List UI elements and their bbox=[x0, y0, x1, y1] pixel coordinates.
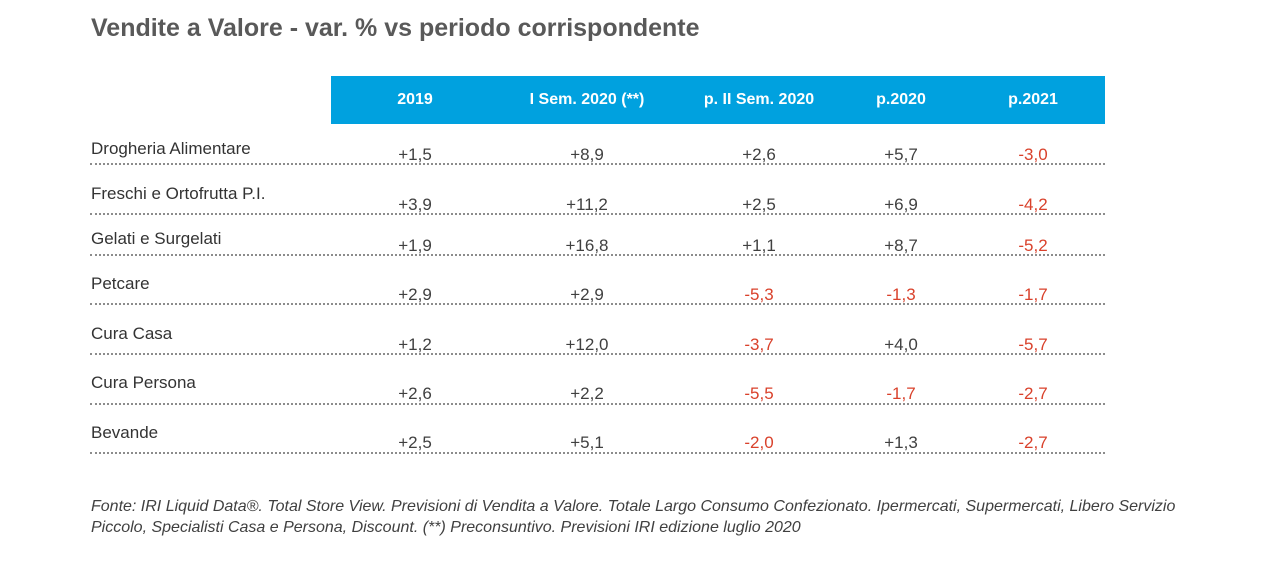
table-cell: +1,2 bbox=[398, 335, 432, 354]
table-cell: -1,7 bbox=[1018, 285, 1048, 304]
table-row bbox=[90, 188, 1105, 215]
table-cell: +2,6 bbox=[742, 145, 776, 164]
column-header-i-sem-2020: I Sem. 2020 (**) bbox=[529, 91, 645, 108]
row-label: Cura Persona bbox=[91, 373, 196, 392]
table-cell: +16,8 bbox=[565, 236, 609, 255]
table-cell: -4,2 bbox=[1018, 195, 1048, 214]
table-cell: +3,9 bbox=[398, 195, 432, 214]
table-cell: +1,1 bbox=[742, 236, 776, 255]
table-row bbox=[90, 138, 1105, 165]
table-cell: +2,5 bbox=[742, 195, 776, 214]
table-cell: +2,5 bbox=[398, 433, 432, 452]
table-cell: -5,7 bbox=[1018, 335, 1048, 354]
table-cell: +11,2 bbox=[566, 195, 608, 214]
table-cell: +1,9 bbox=[398, 236, 432, 255]
table-cell: +8,7 bbox=[884, 236, 918, 255]
table-cell: -2,7 bbox=[1018, 384, 1048, 403]
row-label: Cura Casa bbox=[91, 324, 173, 343]
table-header bbox=[331, 76, 1105, 124]
table-cell: +5,7 bbox=[884, 145, 918, 164]
table-cell: +6,9 bbox=[884, 195, 918, 214]
table-cell: +2,9 bbox=[398, 285, 432, 304]
column-header-2019: 2019 bbox=[397, 91, 433, 108]
column-header-p-ii-sem-2020: p. II Sem. 2020 bbox=[703, 91, 815, 108]
table-cell: +5,1 bbox=[570, 433, 604, 452]
table-cell: -1,3 bbox=[886, 285, 916, 304]
table-cell: -2,7 bbox=[1018, 433, 1048, 452]
table-cell: -1,7 bbox=[886, 384, 916, 403]
table-cell: +2,6 bbox=[398, 384, 432, 403]
page-title: Vendite a Valore - var. % vs periodo cor… bbox=[91, 14, 700, 42]
table-cell: +12,0 bbox=[565, 335, 609, 354]
row-label: Bevande bbox=[91, 423, 159, 442]
row-label: Gelati e Surgelati bbox=[91, 229, 222, 248]
table-cell: -3,0 bbox=[1018, 145, 1048, 164]
table-cell: +2,2 bbox=[570, 384, 604, 403]
table-cell: +1,5 bbox=[398, 145, 432, 164]
table-row bbox=[90, 378, 1105, 405]
column-header-p2021: p.2021 bbox=[1008, 91, 1058, 108]
row-label: Petcare bbox=[91, 274, 150, 293]
table-row bbox=[90, 278, 1105, 305]
table-row bbox=[90, 427, 1105, 454]
row-label: Drogheria Alimentare bbox=[91, 139, 251, 158]
table-cell: +8,9 bbox=[570, 145, 604, 164]
table-cell: -5,2 bbox=[1018, 236, 1048, 255]
row-label: Freschi e Ortofrutta P.I. bbox=[91, 184, 266, 203]
table-row bbox=[90, 328, 1105, 355]
column-header-p2020: p.2020 bbox=[876, 91, 926, 108]
source-footnote: Fonte: IRI Liquid Data®. Total Store Vie… bbox=[91, 498, 1176, 536]
table-cell: -3,7 bbox=[744, 335, 774, 354]
table-cell: +1,3 bbox=[884, 433, 918, 452]
table-cell: -2,0 bbox=[744, 433, 774, 452]
table-cell: -5,3 bbox=[744, 285, 774, 304]
table-cell: +4,0 bbox=[884, 335, 918, 354]
table-row bbox=[90, 229, 1105, 256]
table-cell: -5,5 bbox=[744, 384, 774, 403]
table-cell: +2,9 bbox=[570, 285, 604, 304]
